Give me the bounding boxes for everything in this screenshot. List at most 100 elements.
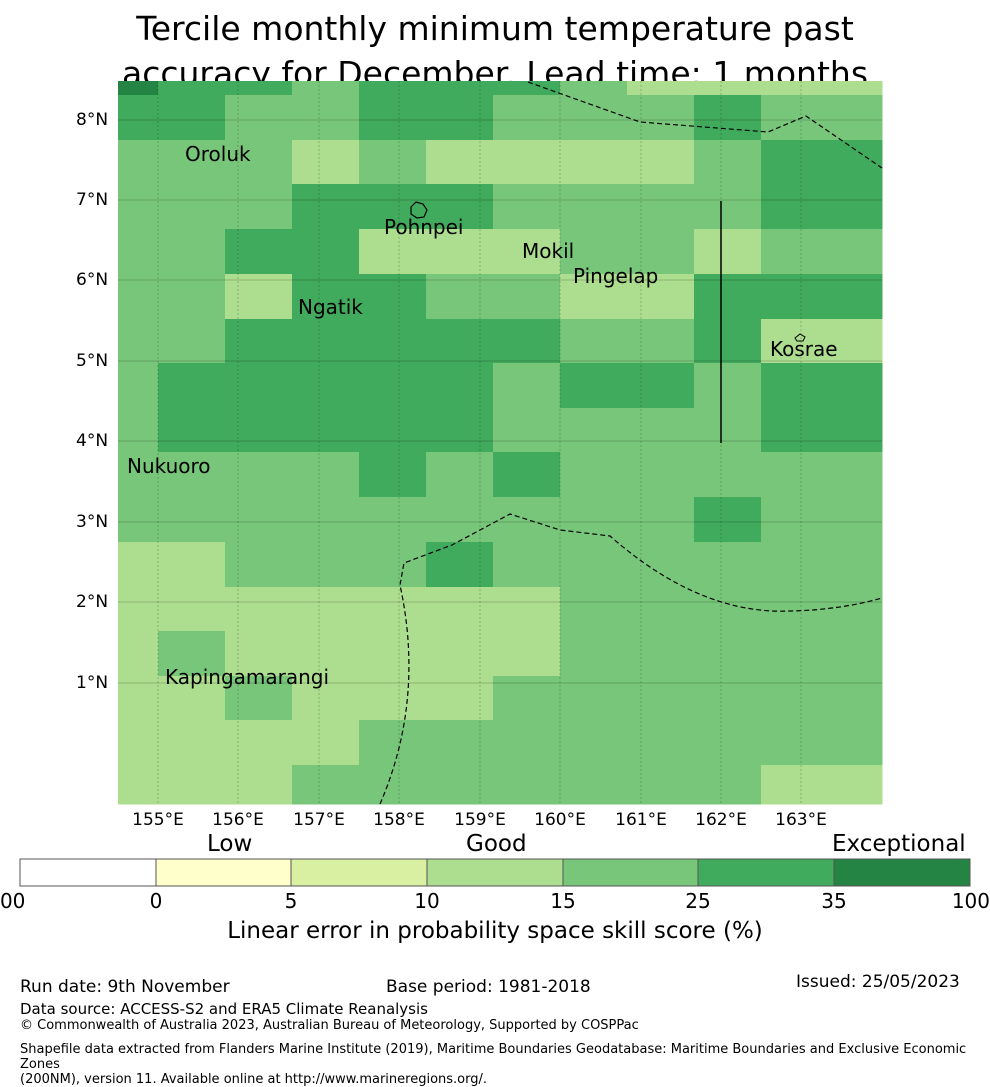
skill-cell — [292, 363, 360, 409]
graticule — [118, 81, 882, 804]
skill-cell — [694, 765, 762, 805]
category-low: Low — [207, 831, 253, 857]
skill-cell — [158, 497, 226, 543]
place-pohnpei: Pohnpei — [384, 215, 464, 239]
skill-cell — [426, 720, 494, 766]
skill-cell — [560, 363, 628, 409]
skill-cell — [359, 363, 427, 409]
skill-cell — [694, 184, 762, 230]
skill-cell — [292, 587, 360, 632]
skill-cell — [627, 81, 695, 96]
skill-cell — [828, 408, 883, 453]
skill-cell — [761, 631, 829, 677]
skill-cell — [828, 720, 883, 766]
skill-cell — [828, 452, 883, 498]
skill-cell — [225, 720, 293, 766]
skill-cell — [292, 408, 360, 453]
skill-cell — [118, 765, 159, 805]
lon-label-160e: 160°E — [534, 810, 586, 830]
skill-cell — [225, 631, 293, 677]
skill-cell — [761, 274, 829, 320]
skill-cell — [493, 587, 561, 632]
skill-cell — [627, 363, 695, 409]
skill-cell — [426, 229, 494, 275]
skill-cell — [118, 631, 159, 677]
eez-boundary-south — [379, 513, 883, 805]
skill-cell — [426, 408, 494, 453]
cbar-tick-minus100: -100 — [0, 889, 26, 913]
shapefile-credit-line-1: Shapefile data extracted from Flanders M… — [20, 1042, 967, 1072]
skill-cell — [118, 408, 159, 453]
skill-cell — [828, 319, 883, 364]
skill-cell — [761, 363, 829, 409]
lon-label-157e: 157°E — [293, 810, 345, 830]
skill-cell — [158, 274, 226, 320]
skill-cell — [118, 184, 159, 230]
skill-cell — [694, 452, 762, 498]
skill-cell — [118, 542, 159, 588]
place-kosrae: Kosrae — [770, 337, 838, 361]
skill-cell — [761, 95, 829, 141]
skill-cell — [493, 452, 561, 498]
skill-cell — [225, 95, 293, 141]
skill-cell — [225, 676, 293, 721]
skill-cell — [828, 81, 883, 96]
skill-cell — [158, 765, 226, 805]
skill-cell — [493, 542, 561, 588]
skill-cell — [292, 81, 360, 96]
cbar-tick-100: 100 — [951, 889, 990, 913]
skill-cell — [225, 542, 293, 588]
skill-cell — [560, 765, 628, 805]
skill-cell — [426, 81, 494, 96]
lon-label-162e: 162°E — [695, 810, 747, 830]
skill-cell — [560, 542, 628, 588]
skill-cell — [118, 274, 159, 320]
skill-cell — [493, 720, 561, 766]
skill-cell — [426, 95, 494, 141]
place-pingelap: Pingelap — [573, 264, 659, 288]
skill-cell — [694, 95, 762, 141]
skill-cell — [761, 140, 829, 185]
skill-cell — [493, 408, 561, 453]
skill-cell — [426, 274, 494, 320]
skill-cell — [493, 319, 561, 364]
place-ngatik: Ngatik — [298, 295, 363, 319]
skill-cell — [627, 229, 695, 275]
skill-cell — [359, 81, 427, 96]
skill-cell — [426, 676, 494, 721]
skill-cell — [426, 631, 494, 677]
skill-cell — [627, 452, 695, 498]
skill-cell — [560, 452, 628, 498]
skill-cell — [118, 81, 159, 96]
skill-cell — [426, 452, 494, 498]
skill-cell — [627, 765, 695, 805]
skill-cell — [828, 497, 883, 543]
skill-cell — [761, 765, 829, 805]
lat-label-2n: 2°N — [76, 592, 109, 612]
shapefile-credit: Shapefile data extracted from Flanders M… — [20, 1042, 980, 1087]
category-good: Good — [466, 831, 527, 857]
skill-cell — [828, 676, 883, 721]
cbar-tick-10: 10 — [414, 889, 440, 913]
place-mokil: Mokil — [522, 239, 575, 263]
cbar-tick-25: 25 — [685, 889, 711, 913]
skill-cell — [560, 676, 628, 721]
skill-cell — [118, 95, 159, 141]
skill-cell — [560, 497, 628, 543]
skill-cell — [560, 229, 628, 275]
skill-cell — [627, 140, 695, 185]
skill-cell — [158, 676, 226, 721]
skill-cell — [828, 229, 883, 275]
skill-cell — [359, 184, 427, 230]
skill-cell — [158, 631, 226, 677]
skill-cell — [761, 229, 829, 275]
skill-cell — [627, 631, 695, 677]
skill-cell — [828, 95, 883, 141]
skill-cell — [359, 95, 427, 141]
colorbar-swatch — [19, 858, 157, 887]
skill-cell — [359, 720, 427, 766]
skill-cell — [292, 184, 360, 230]
skill-cell — [761, 542, 829, 588]
skill-cell — [292, 452, 360, 498]
skill-cell — [493, 274, 561, 320]
